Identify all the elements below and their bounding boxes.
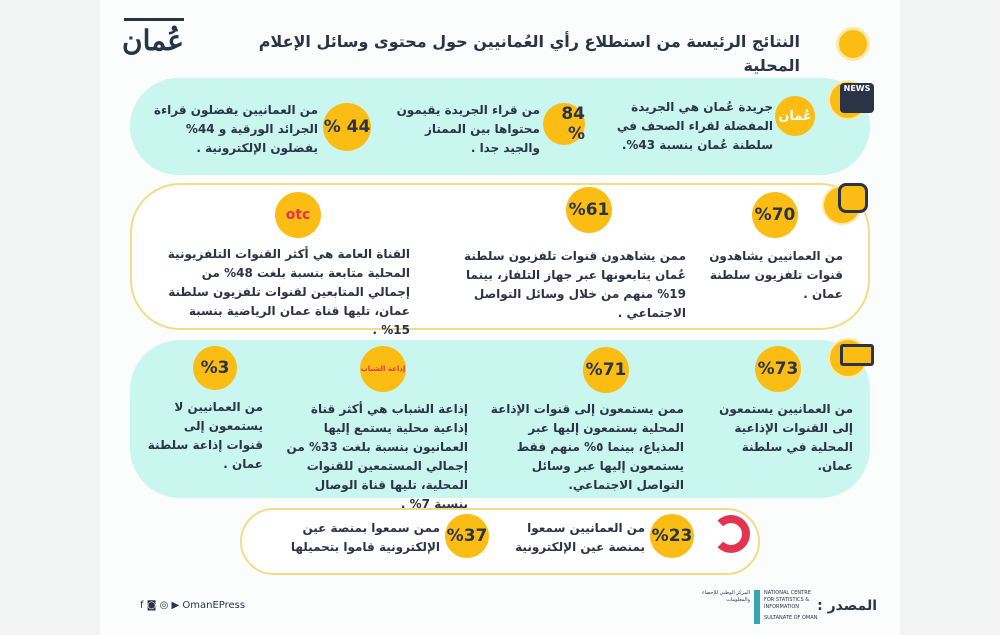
tv-value-2: %61 — [566, 187, 612, 233]
ain-stat-2: ممن سمعوا بمنصة عين الإلكترونية قاموا بت… — [290, 521, 440, 554]
social-handle[interactable]: OmanEPress — [182, 600, 246, 611]
radio-value-4: %3 — [193, 346, 237, 390]
oman-logo: عُمان — [122, 18, 184, 64]
source-label: المصدر : — [817, 598, 877, 614]
oman-tv-logo: otc — [275, 192, 321, 238]
oman-paper-logo: عُمان — [775, 96, 815, 136]
page-title: النتائج الرئيسة من استطلاع رأي العُمانيي… — [258, 32, 800, 75]
ain-value-1: %23 — [650, 514, 694, 558]
tv-stat-2: ممن يشاهدون قنوات تلفزيون سلطنة عُمان يت… — [464, 249, 686, 320]
social-icons: f ◙ ◎ ▶ — [140, 600, 183, 611]
radio-stat-3: إذاعة الشباب هي أكثر قناة إذاعية محلية ي… — [286, 402, 468, 511]
radio-stat-4: من العمانيين لا يستمعون إلى قنوات إذاعة … — [147, 400, 263, 471]
newspaper-stat-1: جريدة عُمان هي الجريدة المفضلة لقراء الص… — [616, 100, 773, 152]
ain-logo — [712, 515, 750, 553]
radio-stat-1: من العمانيين يستمعون إلى القنوات الإذاعي… — [719, 402, 853, 473]
newspaper-icon: NEWS — [840, 83, 874, 113]
tv-stat-1: من العمانيين يشاهدون قنوات تلفزيون سلطنة… — [709, 249, 843, 301]
newspaper-stat-3: من العمانيين يفضلون قراءة الجرائد الورقي… — [153, 103, 318, 155]
radio-icon — [840, 344, 874, 366]
ain-stat-1: من العمانيين سمعوا بمنصة عين الإلكترونية — [515, 521, 645, 554]
radio-stat-2: ممن يستمعون إلى قنوات الإذاعة المحلية يس… — [490, 402, 684, 492]
newspaper-section — [130, 78, 870, 175]
ncsi-logo: المركز الوطني للإحصاء والمعلومات NATIONA… — [700, 590, 820, 624]
newspaper-value-3: 44 % — [323, 103, 371, 151]
tv-icon — [838, 183, 868, 213]
ain-value-2: %37 — [445, 514, 489, 558]
social-links[interactable]: f ◙ ◎ ▶ OmanEPress — [140, 600, 245, 611]
ncsi-mark-icon — [754, 590, 760, 624]
newspaper-value-2: 84 % — [543, 103, 585, 145]
tv-value-1: %70 — [752, 192, 798, 238]
tv-section — [130, 183, 870, 330]
title-dot-icon — [836, 27, 870, 61]
youth-radio-logo: إذاعة الشباب — [360, 346, 406, 392]
radio-value-1: %73 — [755, 346, 801, 392]
tv-stat-3: القناة العامة هي أكثر القنوات التلفزيوني… — [167, 247, 410, 337]
newspaper-stat-2: من قراء الجريدة يقيمون محتواها بين الممت… — [396, 103, 540, 155]
radio-section — [130, 340, 870, 498]
radio-value-2: %71 — [583, 347, 629, 393]
